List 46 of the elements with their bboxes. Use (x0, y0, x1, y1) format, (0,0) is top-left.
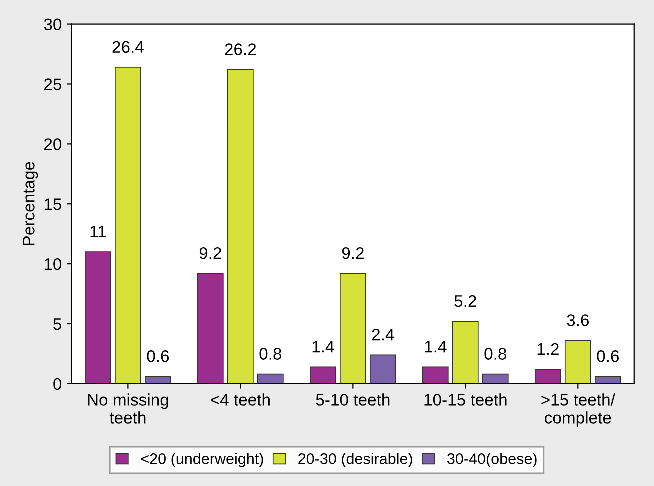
x-tick-label: <4 teeth (211, 394, 270, 406)
bar (422, 366, 449, 384)
x-tick-label: 5-10 teeth (316, 394, 390, 406)
x-tick-label: >15 teeth/ complete (542, 394, 616, 428)
data-label: 11 (90, 226, 106, 238)
bar (594, 376, 622, 384)
data-label: 3.6 (567, 314, 589, 326)
y-tick-label: 25 (44, 78, 62, 90)
bar (564, 340, 592, 384)
legend-label: <20 (underweight) (141, 453, 264, 468)
y-tick-label: 15 (44, 198, 62, 210)
bar (310, 366, 336, 384)
bar (340, 273, 366, 384)
legend-label: 30-40(obese) (448, 453, 537, 468)
bar (534, 369, 562, 384)
bar (145, 376, 172, 384)
bar (198, 273, 224, 384)
data-label: 1.4 (312, 341, 334, 353)
bar (258, 374, 284, 384)
legend-label: 20-30 (desirable) (298, 453, 412, 468)
data-label: 2.4 (372, 328, 394, 341)
data-label: 9.2 (342, 247, 364, 260)
x-tick-label: No missing teeth (88, 394, 168, 424)
y-axis-title: Percentage (23, 162, 38, 246)
data-label: 26.2 (225, 44, 256, 56)
data-label: 1.4 (425, 341, 447, 353)
bar (228, 69, 254, 384)
y-tick-label: 0 (54, 378, 62, 390)
y-tick-label: 5 (54, 318, 62, 330)
data-label: 0.6 (147, 350, 170, 362)
data-label: 0.6 (597, 350, 619, 362)
y-tick-label: 20 (44, 138, 62, 150)
data-label: 26.4 (112, 41, 144, 54)
bar (85, 252, 112, 384)
bar (115, 67, 142, 384)
data-label: 0.8 (260, 348, 282, 360)
data-label: 1.2 (538, 343, 559, 355)
bar (370, 354, 396, 384)
x-tick-label: 10-15 teeth (424, 394, 507, 406)
data-label: 0.8 (484, 348, 507, 360)
bar (482, 374, 509, 384)
y-tick-label: 10 (44, 258, 62, 270)
y-tick-label: 30 (44, 18, 62, 31)
data-label: 5.2 (454, 295, 476, 308)
data-label: 9.2 (200, 247, 222, 260)
bar (452, 321, 479, 384)
